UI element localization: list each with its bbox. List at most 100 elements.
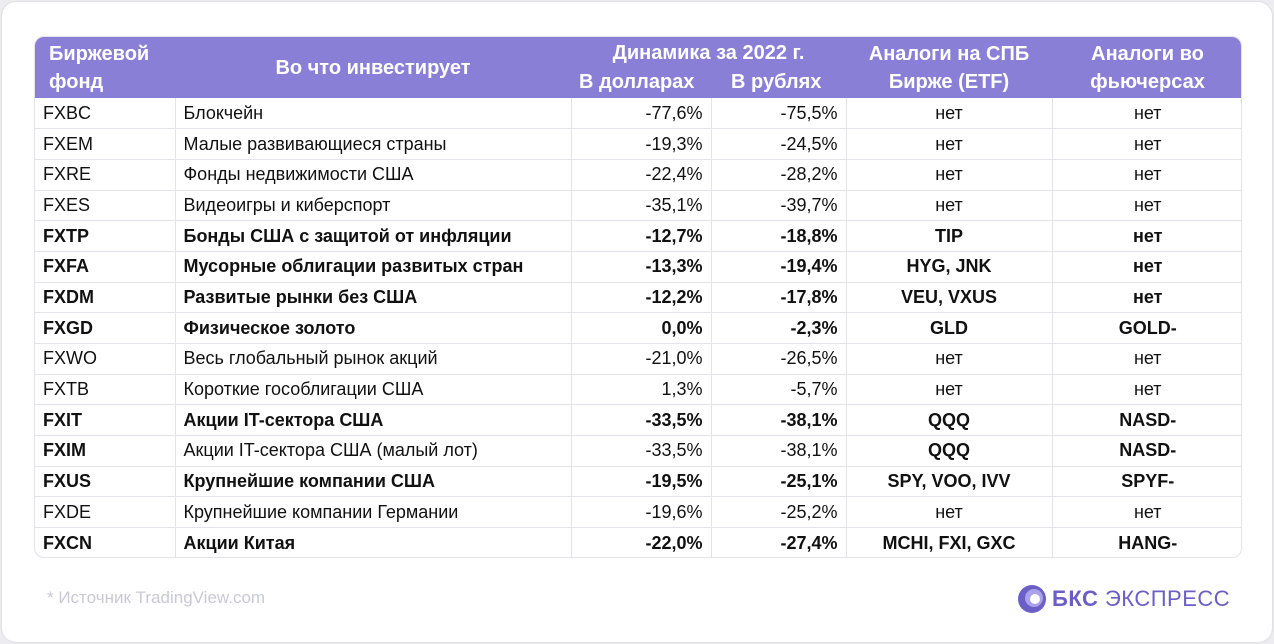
cell-usd: 1,3% [571, 374, 712, 406]
cell-rub: -27,4% [711, 527, 847, 557]
cell-fund: FXIM [35, 435, 176, 467]
table-row: FXCN Акции Китая -22,0% -27,4% MCHI, FXI, GX… [35, 527, 1241, 557]
cell-rub: -24,5% [711, 128, 847, 160]
cell-rub: -19,4% [711, 251, 847, 283]
etf-table: Биржевой фонд Во что инвестирует Динамик… [35, 37, 1241, 557]
cell-fund: FXFA [35, 251, 176, 283]
header-dynamics: Динамика за 2022 г. В долларах В рублях [571, 37, 846, 98]
source-note: * Источник TradingView.com [47, 588, 266, 607]
table-row: FXTB Короткие гособлигации США 1,3% -5,7% не… [35, 374, 1241, 406]
cell-invest: Крупнейшие компании Германии [175, 496, 572, 529]
cell-invest: Акции Китая [175, 527, 572, 557]
cell-rub: -75,5% [711, 98, 847, 130]
cell-usd: -35,1% [571, 190, 712, 222]
cell-usd: -19,5% [571, 466, 712, 498]
cell-spb: QQQ [846, 404, 1053, 437]
cell-usd: -19,3% [571, 128, 712, 160]
header-fund: Биржевой фонд [35, 37, 175, 98]
cell-rub: -38,1% [711, 435, 847, 467]
cell-invest: Акции IT-сектора США (малый лот) [175, 435, 572, 467]
cell-futures: нет [1052, 128, 1241, 160]
cell-futures: нет [1052, 220, 1241, 252]
cell-usd: -22,0% [571, 527, 712, 557]
cell-invest: Мусорные облигации развитых стран [175, 251, 572, 283]
header-dynamics-title: Динамика за 2022 г. [612, 42, 805, 64]
cell-fund: FXWO [35, 343, 176, 375]
cell-rub: -18,8% [711, 220, 847, 252]
cell-futures: нет [1052, 98, 1241, 130]
cell-invest: Развитые рынки без США [175, 282, 572, 314]
cell-usd: 0,0% [571, 312, 712, 344]
cell-invest: Крупнейшие компании США [175, 466, 572, 498]
logo-rest: ЭКСПРЕСС [1098, 586, 1231, 611]
table-row: FXRE Фонды недвижимости США -22,4% -28,2% не… [35, 159, 1241, 191]
header-futures: Аналоги во фьючерсах [1052, 37, 1241, 98]
cell-spb: TIP [846, 220, 1053, 252]
table-row: FXTP Бонды США с защитой от инфляции -12,7… [35, 220, 1241, 252]
cell-invest: Бонды США с защитой от инфляции [175, 220, 572, 252]
cell-invest: Малые развивающиеся страны [175, 128, 572, 160]
cell-spb: нет [846, 343, 1053, 375]
cell-invest: Короткие гособлигации США [175, 374, 572, 406]
cell-rub: -25,2% [711, 496, 847, 529]
header-spb: Аналоги на СПБ Бирже (ETF) [846, 37, 1052, 98]
cell-invest: Акции IT-сектора США [175, 404, 572, 437]
cell-fund: FXIT [35, 404, 176, 437]
cell-futures: HANG- [1118, 532, 1178, 553]
cell-invest: Фонды недвижимости США [175, 159, 572, 191]
cell-usd: -21,0% [571, 343, 712, 375]
cell-fund: FXUS [35, 466, 176, 498]
cell-usd: -77,6% [571, 98, 712, 130]
cell-spb: VEU, VXUS [846, 282, 1053, 314]
logo-text: БКС ЭКСПРЕСС [1052, 586, 1230, 612]
table-header-row: Биржевой фонд Во что инвестирует Динамик… [35, 37, 1241, 98]
table-row: FXDM Развитые рынки без США -12,2% -17,8% VE… [35, 282, 1241, 314]
table-row: FXEM Малые развивающиеся страны -19,3% -24,… [35, 128, 1241, 160]
cell-spb: нет [846, 374, 1053, 406]
cell-spb: GLD [846, 312, 1053, 344]
cell-fund: FXGD [35, 312, 176, 344]
cell-usd: -19,6% [571, 496, 712, 529]
cell-futures: нет [1052, 496, 1241, 529]
cell-rub: -5,7% [711, 374, 847, 406]
cell-spb: нет [846, 128, 1053, 160]
header-usd: В долларах [579, 71, 695, 93]
table-row: FXGD Физическое золото 0,0% -2,3% GLD GOLD- [35, 312, 1241, 344]
cell-futures: нет [1052, 190, 1241, 222]
cell-invest: Весь глобальный рынок акций [175, 343, 572, 375]
header-rub: В рублях [731, 71, 822, 93]
cell-rub: -38,1% [711, 404, 847, 437]
cell-futures: нет [1052, 374, 1241, 406]
cell-fund: FXES [35, 190, 176, 222]
cell-futures: NASD- [1052, 404, 1241, 437]
cell-rub: -26,5% [711, 343, 847, 375]
cell-futures: нет [1052, 159, 1241, 191]
cell-usd: -13,3% [571, 251, 712, 283]
cell-fund: FXDM [35, 282, 176, 314]
cell-fund: FXDE [35, 496, 176, 529]
logo-bold: БКС [1052, 586, 1099, 611]
cell-usd: -12,2% [571, 282, 712, 314]
cell-futures: нет [1052, 343, 1241, 375]
cell-usd: -33,5% [571, 435, 712, 467]
table-row: FXIM Акции IT-сектора США (малый лот) -33,… [35, 435, 1241, 467]
cell-spb: нет [846, 496, 1053, 529]
cell-fund: FXTB [35, 374, 176, 406]
cell-rub: -2,3% [711, 312, 847, 344]
cell-spb: SPY, VOO, IVV [846, 466, 1053, 498]
cell-fund: FXCN [35, 527, 176, 557]
table-row: FXDE Крупнейшие компании Германии -19,6% -2… [35, 496, 1241, 529]
cell-invest: Физическое золото [175, 312, 572, 344]
cell-usd: -22,4% [571, 159, 712, 191]
cell-futures: GOLD- [1052, 312, 1241, 344]
cell-invest: Видеоигры и киберспорт [175, 190, 572, 222]
table-row: FXWO Весь глобальный рынок акций -21,0% -26… [35, 343, 1241, 375]
cell-fund: FXEM [35, 128, 176, 160]
table-row: FXFA Мусорные облигации развитых стран -13… [35, 251, 1241, 283]
table-row: FXUS Крупнейшие компании США -19,5% -25,1% S… [35, 466, 1241, 498]
bks-logo-icon [1018, 585, 1046, 613]
cell-futures: нет [1052, 282, 1241, 314]
cell-usd: -12,7% [571, 220, 712, 252]
cell-futures: нет [1052, 251, 1241, 283]
cell-spb: нет [846, 98, 1053, 130]
